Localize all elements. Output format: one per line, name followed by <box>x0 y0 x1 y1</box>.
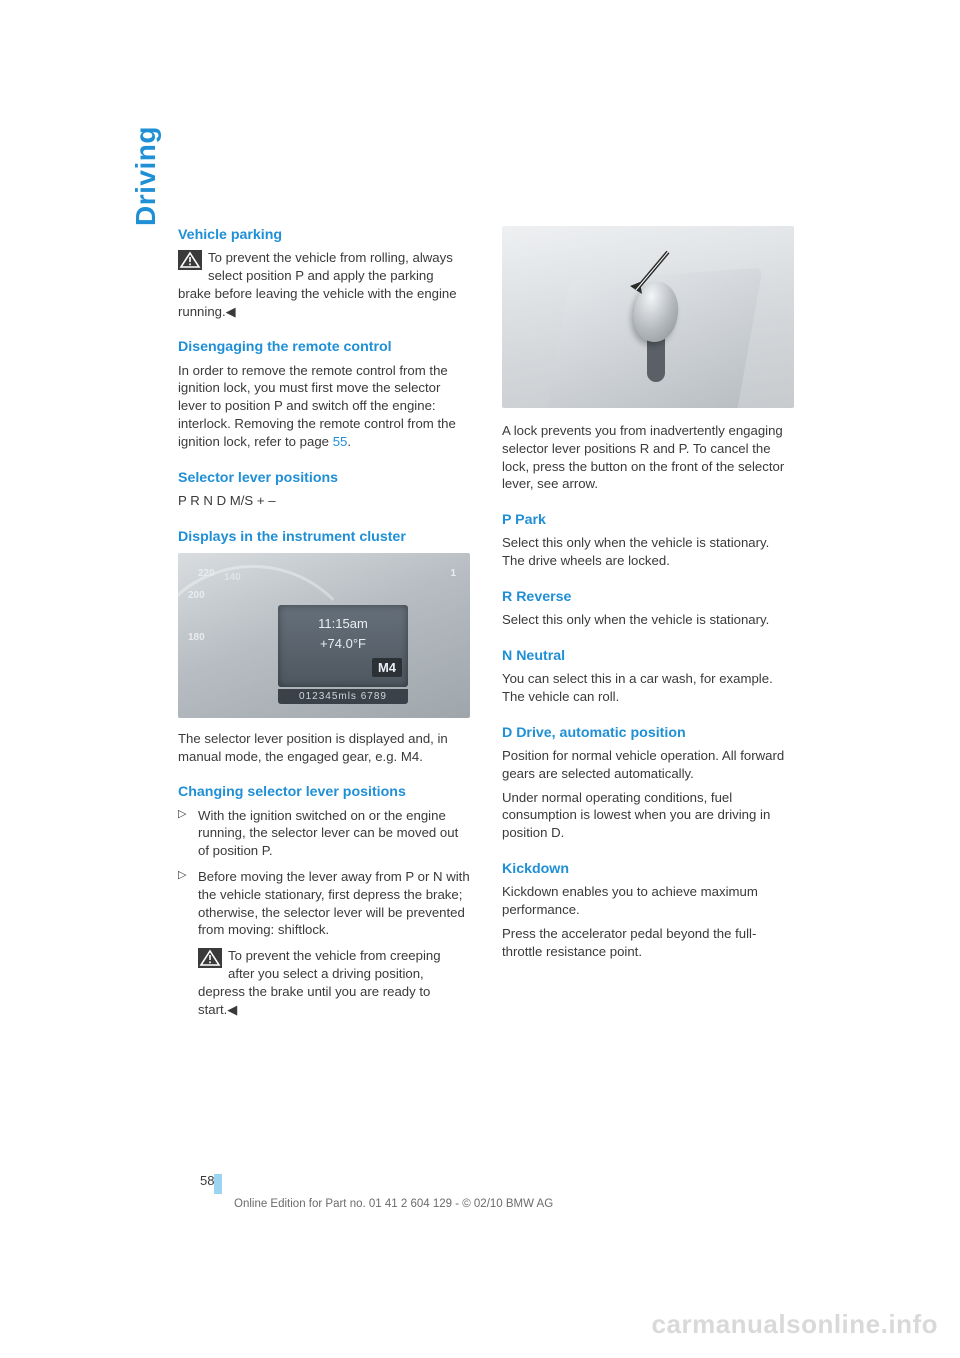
heading-vehicle-parking: Vehicle parking <box>178 226 470 245</box>
paragraph-disengaging: In order to remove the remote control fr… <box>178 362 470 451</box>
heading-disengaging: Disengaging the remote control <box>178 338 470 357</box>
paragraph-cluster-desc: The selector lever position is displayed… <box>178 730 470 766</box>
heading-n-neutral: N Neutral <box>502 647 794 666</box>
page-number-bar <box>214 1174 222 1194</box>
odometer: 012345mls 6789 <box>278 689 408 705</box>
section-tab: Driving <box>130 126 162 226</box>
watermark: carmanualsonline.info <box>652 1309 938 1340</box>
lcd-temp: +74.0°F <box>320 635 366 653</box>
gauge-tick: 220 <box>198 567 215 581</box>
paragraph-kickdown-1: Kickdown enables you to achieve maximum … <box>502 883 794 919</box>
heading-selector-positions: Selector lever positions <box>178 469 470 488</box>
instrument-cluster-image: 220 200 180 140 1 11:15am +74.0°F M4 012… <box>178 553 470 718</box>
cluster-lcd: 11:15am +74.0°F M4 <box>278 605 408 687</box>
warning-icon <box>178 250 202 270</box>
gauge-tick: 200 <box>188 589 205 603</box>
paragraph-d-drive-2: Under normal operating conditions, fuel … <box>502 789 794 842</box>
paragraph-d-drive-1: Position for normal vehicle operation. A… <box>502 747 794 783</box>
lcd-time: 11:15am <box>318 615 368 633</box>
footer-line: Online Edition for Part no. 01 41 2 604 … <box>234 1198 553 1210</box>
list-item: Before moving the lever away from P or N… <box>178 868 470 939</box>
selector-positions-text: P R N D M/S + – <box>178 492 470 510</box>
paragraph-r-reverse: Select this only when the vehicle is sta… <box>502 611 794 629</box>
selector-lever-image <box>502 226 794 408</box>
heading-d-drive: D Drive, automatic position <box>502 724 794 743</box>
heading-r-reverse: R Reverse <box>502 588 794 607</box>
paragraph-kickdown-2: Press the accelerator pedal beyond the f… <box>502 925 794 961</box>
warning-text: To prevent the vehicle from creeping aft… <box>198 948 441 1016</box>
heading-p-park: P Park <box>502 511 794 530</box>
text: . <box>347 434 351 449</box>
warning-icon <box>198 948 222 968</box>
paragraph-n-neutral: You can select this in a car wash, for e… <box>502 670 794 706</box>
right-column: A lock prevents you from inadvertently e… <box>502 226 794 1025</box>
page-number: 58 <box>200 1173 214 1188</box>
warning-creeping: To prevent the vehicle from creeping aft… <box>178 947 470 1018</box>
lcd-gear: M4 <box>372 658 402 678</box>
text: In order to remove the remote control fr… <box>178 363 456 449</box>
warning-parking: To prevent the vehicle from rolling, alw… <box>178 249 470 320</box>
gauge-tick: 140 <box>224 571 241 585</box>
content-columns: Vehicle parking To prevent the vehicle f… <box>178 226 794 1025</box>
list-item: With the ignition switched on or the eng… <box>178 807 470 860</box>
heading-kickdown: Kickdown <box>502 860 794 879</box>
page: Driving Vehicle parking To prevent the v… <box>0 0 960 1358</box>
gauge-tick: 1 <box>450 567 456 581</box>
gauge-tick: 180 <box>188 631 205 645</box>
heading-displays-cluster: Displays in the instrument cluster <box>178 528 470 547</box>
heading-changing-positions: Changing selector lever positions <box>178 783 470 802</box>
arrow-icon <box>610 246 680 316</box>
page-link-55[interactable]: 55 <box>333 434 348 449</box>
paragraph-lock: A lock prevents you from inadvertently e… <box>502 422 794 493</box>
left-column: Vehicle parking To prevent the vehicle f… <box>178 226 470 1025</box>
bullet-list: With the ignition switched on or the eng… <box>178 807 470 940</box>
warning-text: To prevent the vehicle from rolling, alw… <box>178 250 457 318</box>
paragraph-p-park: Select this only when the vehicle is sta… <box>502 534 794 570</box>
